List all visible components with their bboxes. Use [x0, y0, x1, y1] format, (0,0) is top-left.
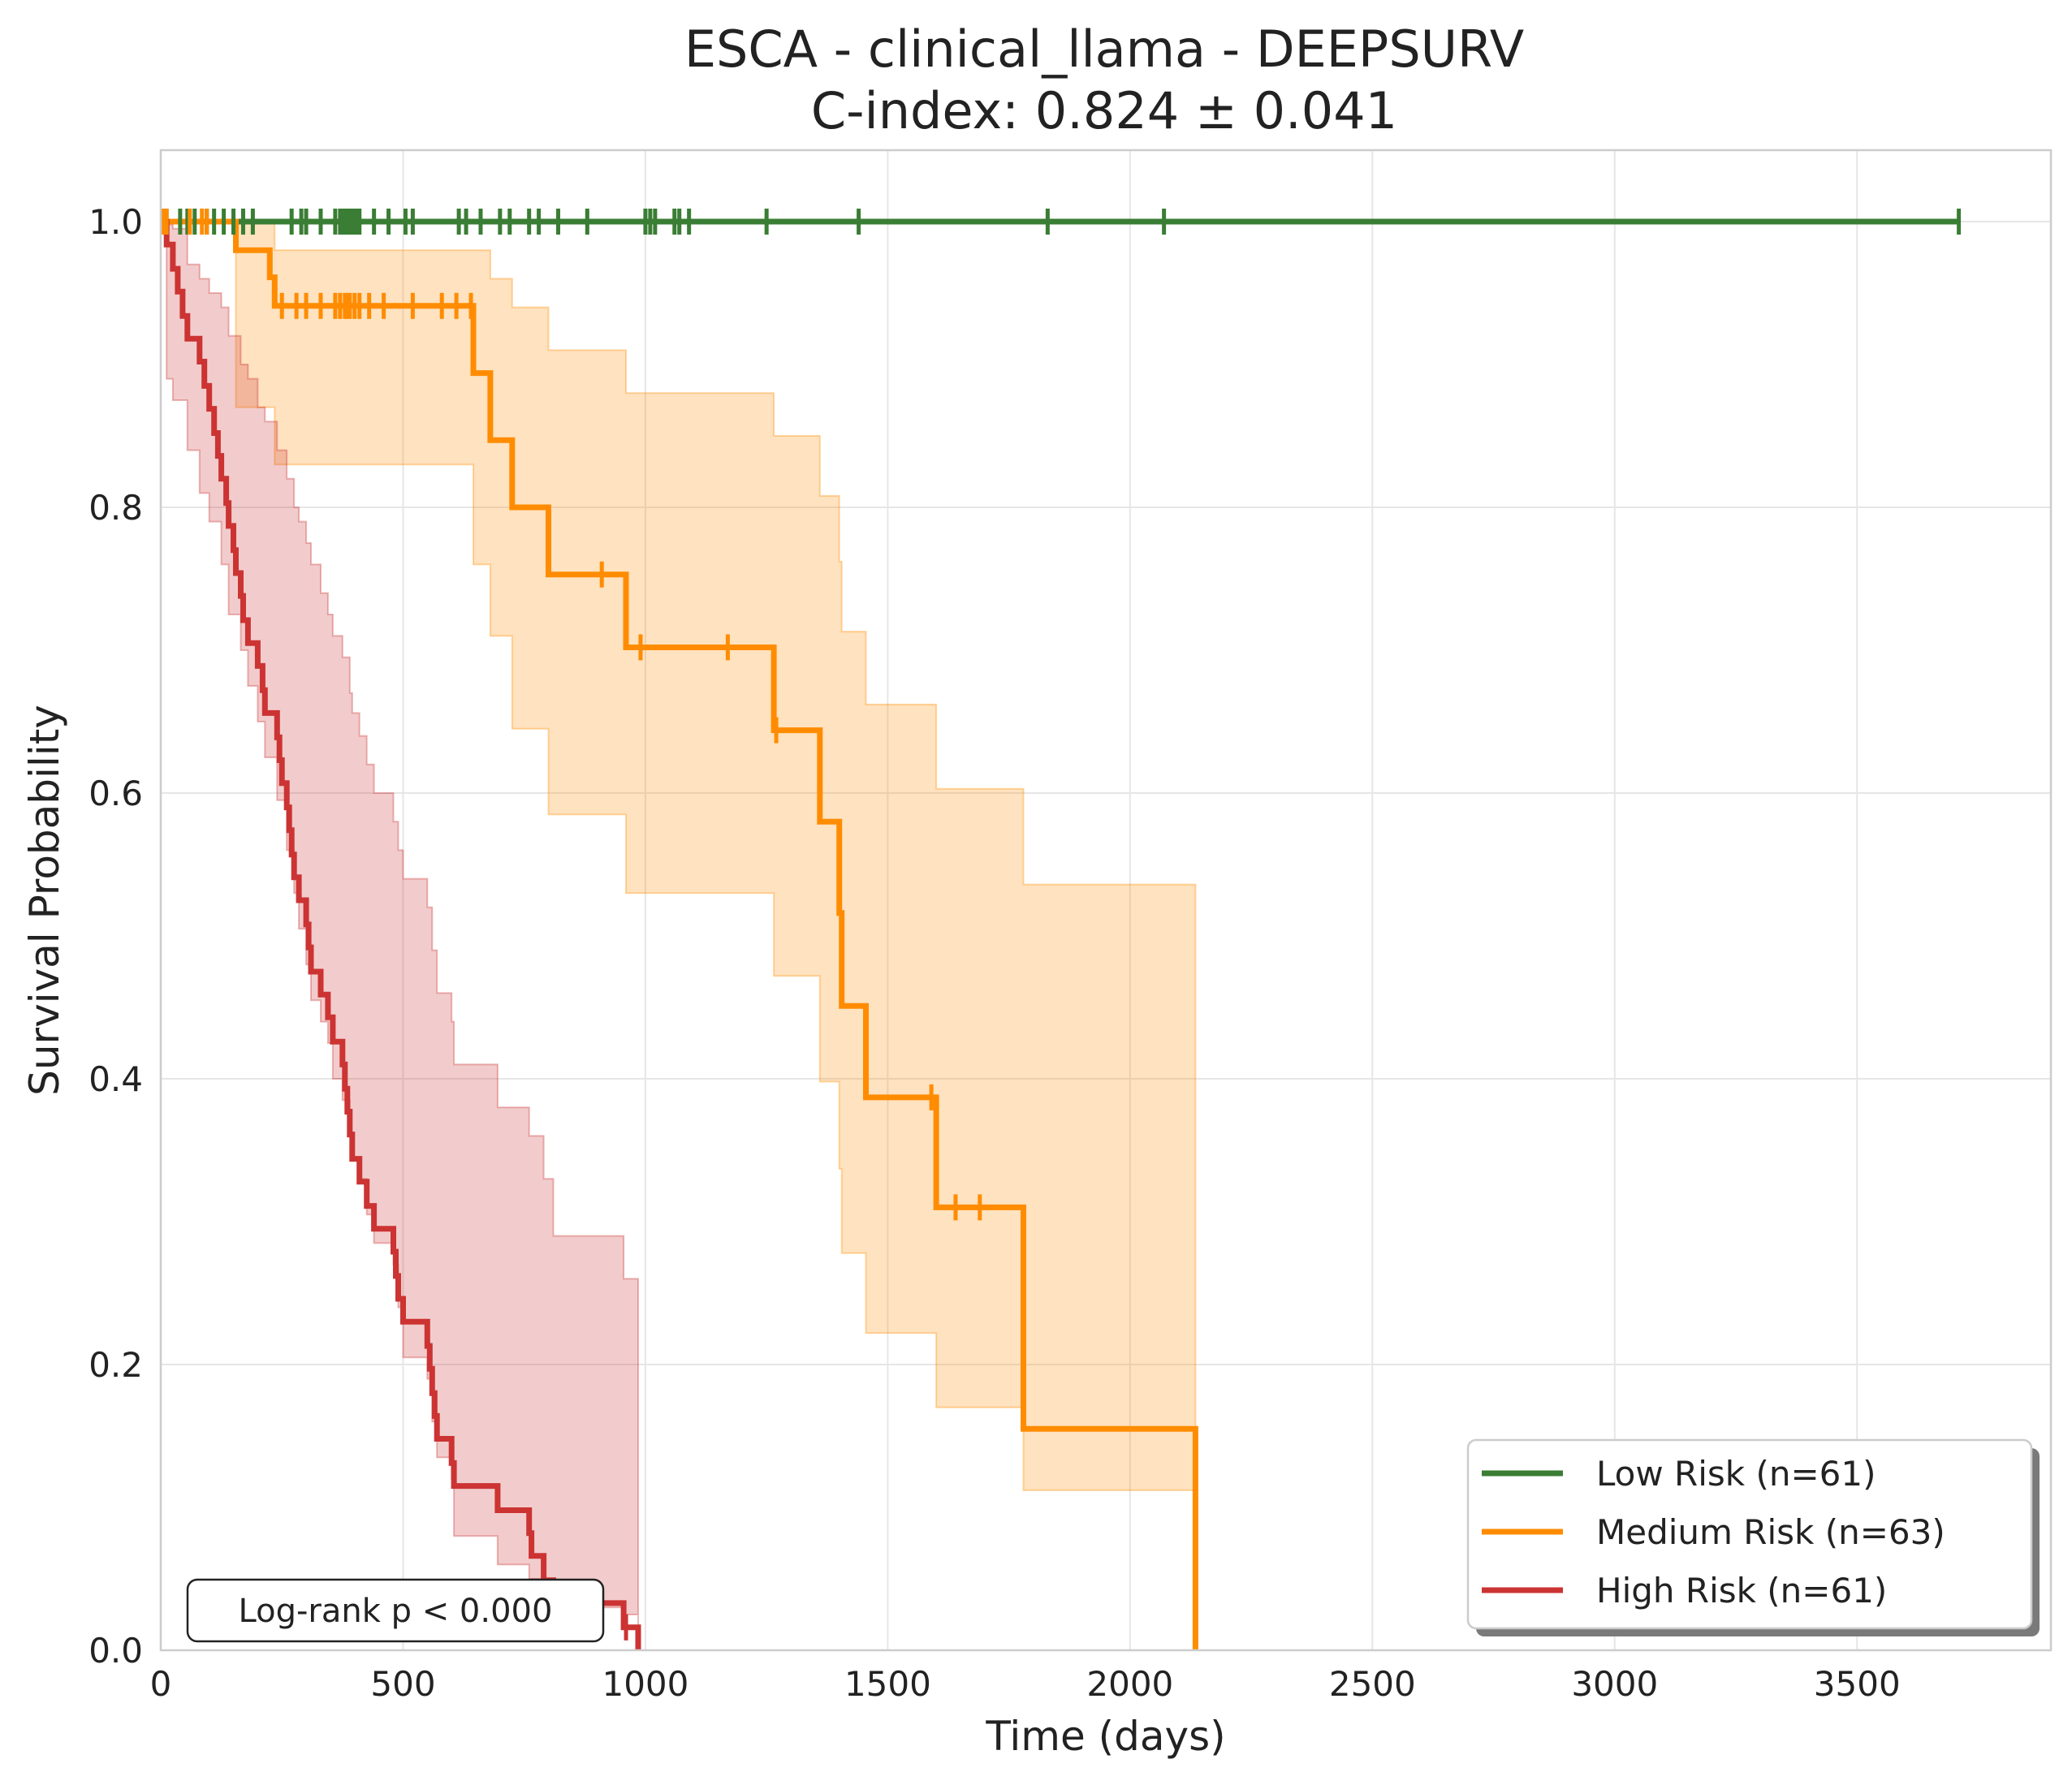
legend-label-low: Low Risk (n=61)	[1596, 1454, 1876, 1494]
y-tick-label: 0.6	[88, 774, 143, 813]
legend-label-high: High Risk (n=61)	[1596, 1571, 1887, 1610]
x-tick-label: 500	[370, 1664, 435, 1704]
x-tick-labels: 0 500 1000 1500 2000 2500 3000 3500	[150, 1664, 1901, 1704]
grid-lines	[160, 150, 2051, 1651]
x-tick-label: 1000	[602, 1664, 689, 1704]
censor-marks	[161, 209, 1962, 1641]
chart-title-line2: C-index: 0.824 ± 0.041	[811, 81, 1397, 140]
annotation-text: Log-rank p < 0.000	[239, 1593, 553, 1630]
chart-title-line1: ESCA - clinical_llama - DEEPSURV	[684, 19, 1524, 79]
y-tick-label: 0.8	[88, 488, 143, 528]
plot-frame	[159, 149, 2053, 1652]
y-tick-label: 0.0	[88, 1631, 143, 1671]
logrank-annotation: Log-rank p < 0.000	[186, 1578, 605, 1643]
y-tick-labels: 0.0 0.2 0.4 0.6 0.8 1.0	[88, 202, 143, 1671]
plot-area	[161, 150, 2051, 1650]
annotation-box	[186, 1578, 605, 1643]
x-tick-label: 3500	[1814, 1664, 1901, 1704]
y-axis-label: Survival Probability	[21, 705, 68, 1096]
x-tick-label: 1500	[844, 1664, 931, 1704]
survival-curve-medium	[161, 218, 1198, 1650]
legend-label-medium: Medium Risk (n=63)	[1596, 1512, 1945, 1552]
y-tick-label: 0.2	[88, 1345, 143, 1385]
y-tick-label: 1.0	[88, 202, 143, 242]
y-tick-label: 0.4	[88, 1059, 143, 1099]
x-tick-label: 2500	[1329, 1664, 1416, 1704]
legend: Low Risk (n=61) Medium Risk (n=63) High …	[1466, 1438, 2040, 1636]
x-tick-label: 3000	[1571, 1664, 1658, 1704]
x-axis-label: Time (days)	[985, 1713, 1225, 1760]
x-tick-label: 2000	[1086, 1664, 1173, 1704]
x-tick-label: 0	[150, 1664, 172, 1704]
survival-curve-high	[161, 218, 641, 1650]
legend-box	[1466, 1438, 2033, 1630]
